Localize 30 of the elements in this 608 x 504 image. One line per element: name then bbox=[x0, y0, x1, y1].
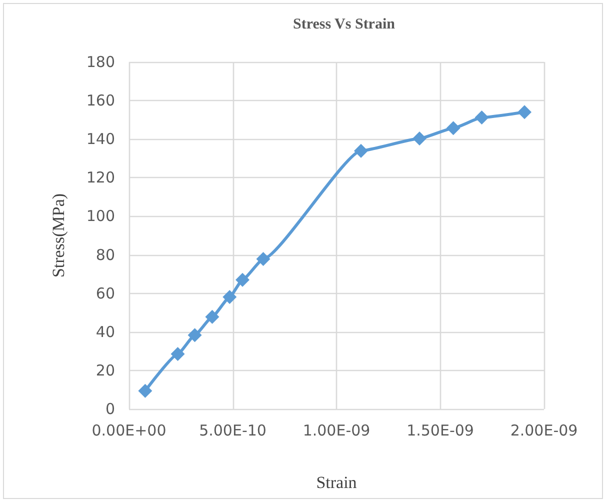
point bbox=[517, 105, 532, 120]
y-tick-label: 180 bbox=[86, 53, 115, 71]
x-axis-title: Strain bbox=[316, 473, 358, 492]
point bbox=[205, 310, 220, 324]
x-tick-label: 5.00E-10 bbox=[199, 422, 266, 440]
x-tick-label: 1.50E-09 bbox=[406, 422, 474, 440]
y-tick-label: 60 bbox=[96, 284, 115, 302]
y-tick-label: 80 bbox=[96, 246, 115, 264]
point bbox=[474, 110, 489, 125]
chart-title: Stress Vs Strain bbox=[293, 16, 396, 32]
point bbox=[222, 290, 237, 304]
x-tick-label: 0.00E+00 bbox=[92, 422, 166, 440]
y-tick-label: 140 bbox=[86, 130, 115, 148]
point bbox=[236, 272, 250, 287]
y-tick-label: 0 bbox=[105, 400, 115, 418]
point bbox=[412, 132, 426, 146]
point bbox=[256, 252, 270, 266]
point bbox=[188, 328, 202, 342]
point bbox=[354, 144, 368, 158]
x-tick-label: 2.00E-09 bbox=[510, 422, 578, 440]
x-tick-label: 1.00E-09 bbox=[302, 422, 370, 440]
y-tick-label: 120 bbox=[86, 168, 115, 187]
y-tick-label: 40 bbox=[96, 322, 115, 341]
y-axis-title: Stress(MPa) bbox=[49, 193, 68, 278]
y-tick-label: 20 bbox=[96, 361, 115, 380]
point bbox=[446, 121, 460, 136]
point bbox=[170, 347, 185, 362]
point bbox=[138, 384, 152, 398]
y-tick-label: 100 bbox=[86, 207, 115, 226]
y-tick-label: 160 bbox=[86, 92, 115, 110]
